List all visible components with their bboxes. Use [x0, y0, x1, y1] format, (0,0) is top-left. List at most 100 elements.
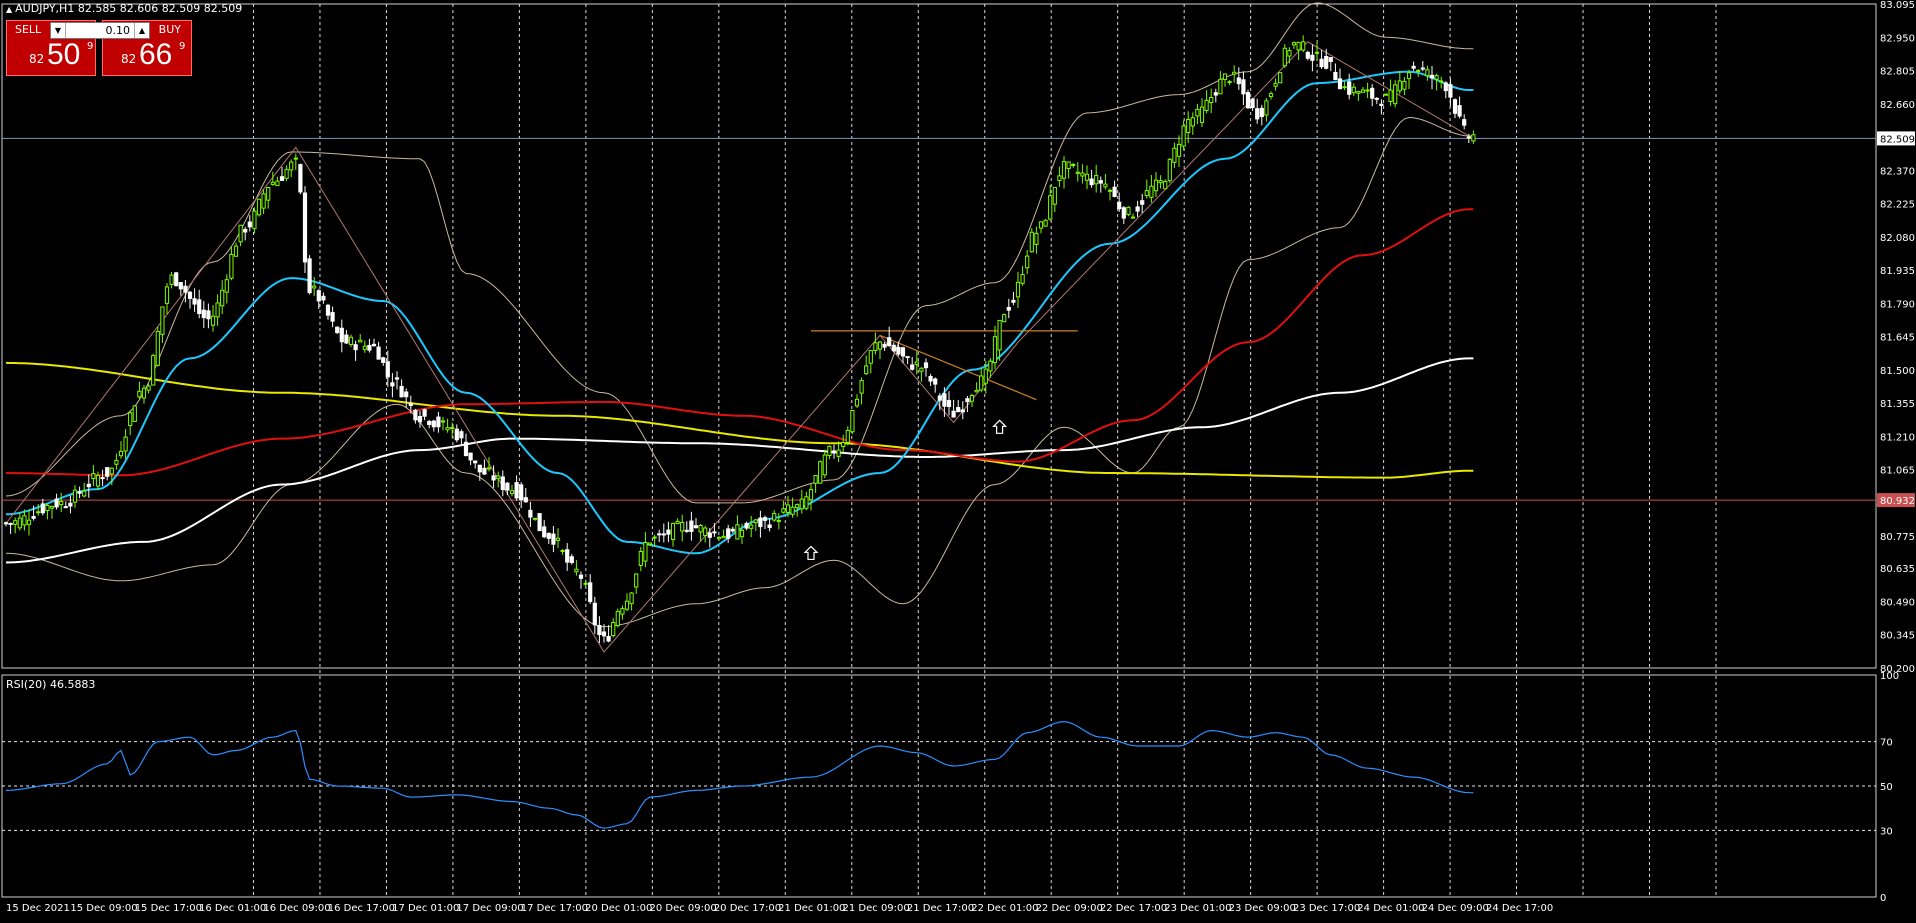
bull-candle	[1439, 80, 1444, 83]
bear-candle	[542, 526, 547, 538]
bull-candle	[1167, 158, 1172, 182]
bear-candle	[1245, 92, 1251, 109]
bear-candle	[505, 482, 510, 491]
bear-candle	[197, 299, 202, 314]
bear-candle	[684, 529, 689, 532]
bull-candle	[95, 474, 101, 487]
bull-candle	[450, 427, 455, 430]
bear-candle	[1443, 82, 1448, 92]
bull-candle	[629, 592, 634, 605]
bull-candle	[1029, 231, 1034, 253]
bear-candle	[762, 517, 768, 521]
x-tick-label: 21 Dec 01:00	[778, 903, 845, 914]
bull-candle	[1176, 143, 1182, 157]
bull-candle	[1209, 96, 1214, 104]
level-price-tag	[1877, 493, 1915, 508]
bear-candle	[330, 312, 335, 322]
bull-candle	[1015, 281, 1021, 298]
bear-candle	[891, 344, 896, 352]
bear-candle	[528, 509, 533, 518]
bear-candle	[77, 491, 82, 494]
bull-candle	[1356, 91, 1361, 94]
bear-candle	[578, 574, 584, 579]
bull-candle	[1397, 80, 1402, 92]
x-tick-label: 15 Dec 09:00	[70, 903, 137, 914]
bear-candle	[279, 176, 285, 181]
bear-candle	[942, 393, 947, 407]
bull-candle	[1218, 78, 1223, 95]
bear-candle	[546, 532, 551, 539]
y-tick-label: 81.065	[1880, 466, 1915, 477]
bull-candle	[652, 536, 657, 539]
bull-candle	[785, 504, 791, 513]
lot-increase-icon[interactable]: ▲	[134, 23, 149, 38]
bull-candle	[854, 398, 860, 407]
y-tick-label: 81.935	[1880, 266, 1915, 277]
bull-candle	[1057, 175, 1062, 181]
bear-candle	[436, 416, 441, 428]
bear-candle	[491, 475, 496, 481]
bear-candle	[519, 484, 524, 501]
bear-candle	[183, 285, 188, 293]
bear-candle	[730, 528, 735, 532]
bull-candle	[362, 345, 367, 350]
bear-candle	[187, 291, 193, 299]
y-tick-label: 82.660	[1880, 100, 1915, 111]
bull-candle	[753, 519, 758, 524]
bull-candle	[1071, 164, 1076, 167]
bear-candle	[1259, 107, 1264, 118]
lot-decrease-icon[interactable]: ▼	[51, 23, 66, 38]
lot-size-stepper[interactable]: ▼ 0.10 ▲	[50, 22, 150, 39]
bull-candle	[1048, 195, 1053, 220]
bull-candle	[1342, 86, 1347, 89]
x-tick-label: 23 Dec 01:00	[1164, 903, 1231, 914]
bull-candle	[781, 508, 786, 513]
bear-candle	[1324, 55, 1329, 69]
bear-candle	[537, 513, 542, 532]
bear-candle	[758, 517, 763, 528]
bull-candle	[137, 390, 142, 398]
bear-candle	[514, 482, 519, 499]
bull-candle	[155, 330, 160, 366]
bear-candle	[408, 402, 413, 406]
bull-candle	[1301, 41, 1306, 51]
bull-candle	[772, 512, 777, 521]
bull-candle	[634, 573, 639, 588]
bull-candle	[1075, 171, 1080, 174]
bear-candle	[298, 164, 303, 193]
bear-candle	[905, 356, 910, 359]
y-tick-label: 80.635	[1880, 564, 1915, 575]
y-tick-label: 83.095	[1880, 0, 1915, 11]
bull-candle	[17, 517, 22, 529]
bear-candle	[1379, 103, 1384, 106]
bear-candle	[454, 428, 459, 441]
pattern-line	[879, 334, 1037, 401]
bear-candle	[413, 409, 418, 421]
bear-candle	[1374, 97, 1379, 100]
bull-candle	[1181, 125, 1186, 147]
bear-candle	[712, 531, 717, 534]
bear-candle	[928, 375, 933, 382]
bear-candle	[1452, 99, 1458, 114]
bear-candle	[1255, 108, 1260, 120]
bull-candle	[1296, 41, 1301, 51]
lot-size-value[interactable]: 0.10	[105, 24, 131, 37]
bear-candle	[588, 582, 593, 603]
x-tick-label: 17 Dec 09:00	[456, 903, 523, 914]
bull-candle	[445, 427, 450, 431]
bull-candle	[1025, 255, 1030, 269]
bull-candle	[804, 496, 809, 509]
bear-candle	[1466, 136, 1471, 139]
bull-candle	[1038, 221, 1044, 229]
bear-candle	[933, 378, 938, 385]
bear-candle	[201, 309, 206, 319]
one-click-trading-panel: SELL 82 50 9 BUY 82 66 9 ▼ 0.10 ▲	[6, 20, 193, 76]
bear-candle	[956, 407, 961, 413]
bear-candle	[40, 503, 45, 514]
bear-candle	[339, 327, 344, 343]
bull-candle	[974, 389, 979, 393]
bear-candle	[8, 522, 13, 525]
bear-candle	[325, 304, 331, 316]
bull-candle	[992, 336, 998, 364]
